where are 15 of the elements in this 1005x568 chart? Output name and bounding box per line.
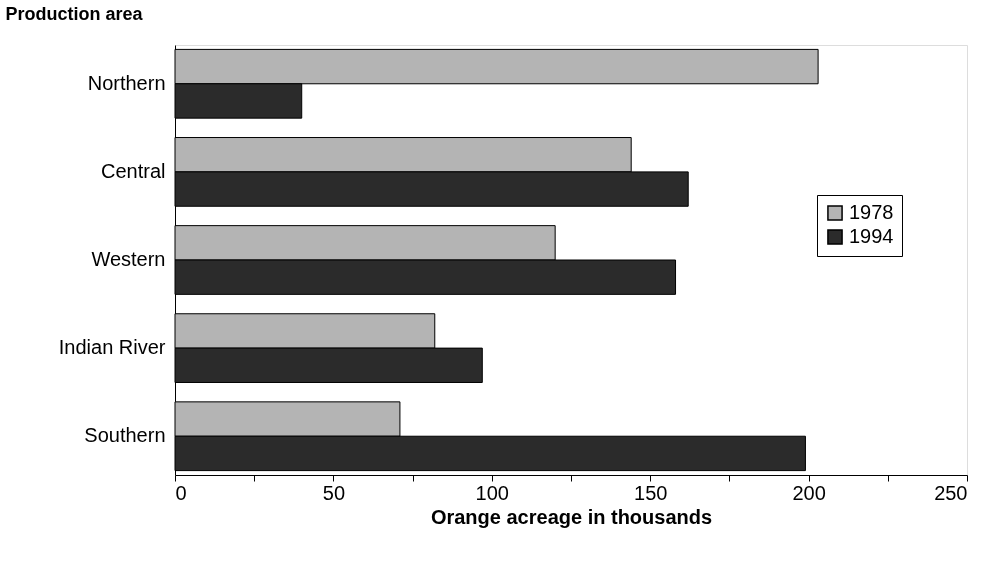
x-tick-label: 200 <box>792 481 826 504</box>
x-tick-label: 50 <box>322 481 346 504</box>
x-tick-label: 250 <box>934 481 968 504</box>
y-tick-label: Northern <box>87 71 166 94</box>
x-tick-label: 100 <box>475 481 509 504</box>
legend-label: 1994 <box>849 225 894 247</box>
legend-label: 1978 <box>849 201 894 223</box>
y-tick-label: Indian River <box>58 336 166 359</box>
y-tick-label: Central <box>101 159 166 182</box>
y-tick-label: Western <box>91 248 166 270</box>
x-tick-label: 150 <box>634 481 668 504</box>
y-tick-label: Southern <box>84 424 166 447</box>
x-tick-label: 0 <box>175 481 187 504</box>
y-axis-title: Production area <box>5 3 144 24</box>
x-axis-title: Orange acreage in thousands <box>430 505 713 528</box>
